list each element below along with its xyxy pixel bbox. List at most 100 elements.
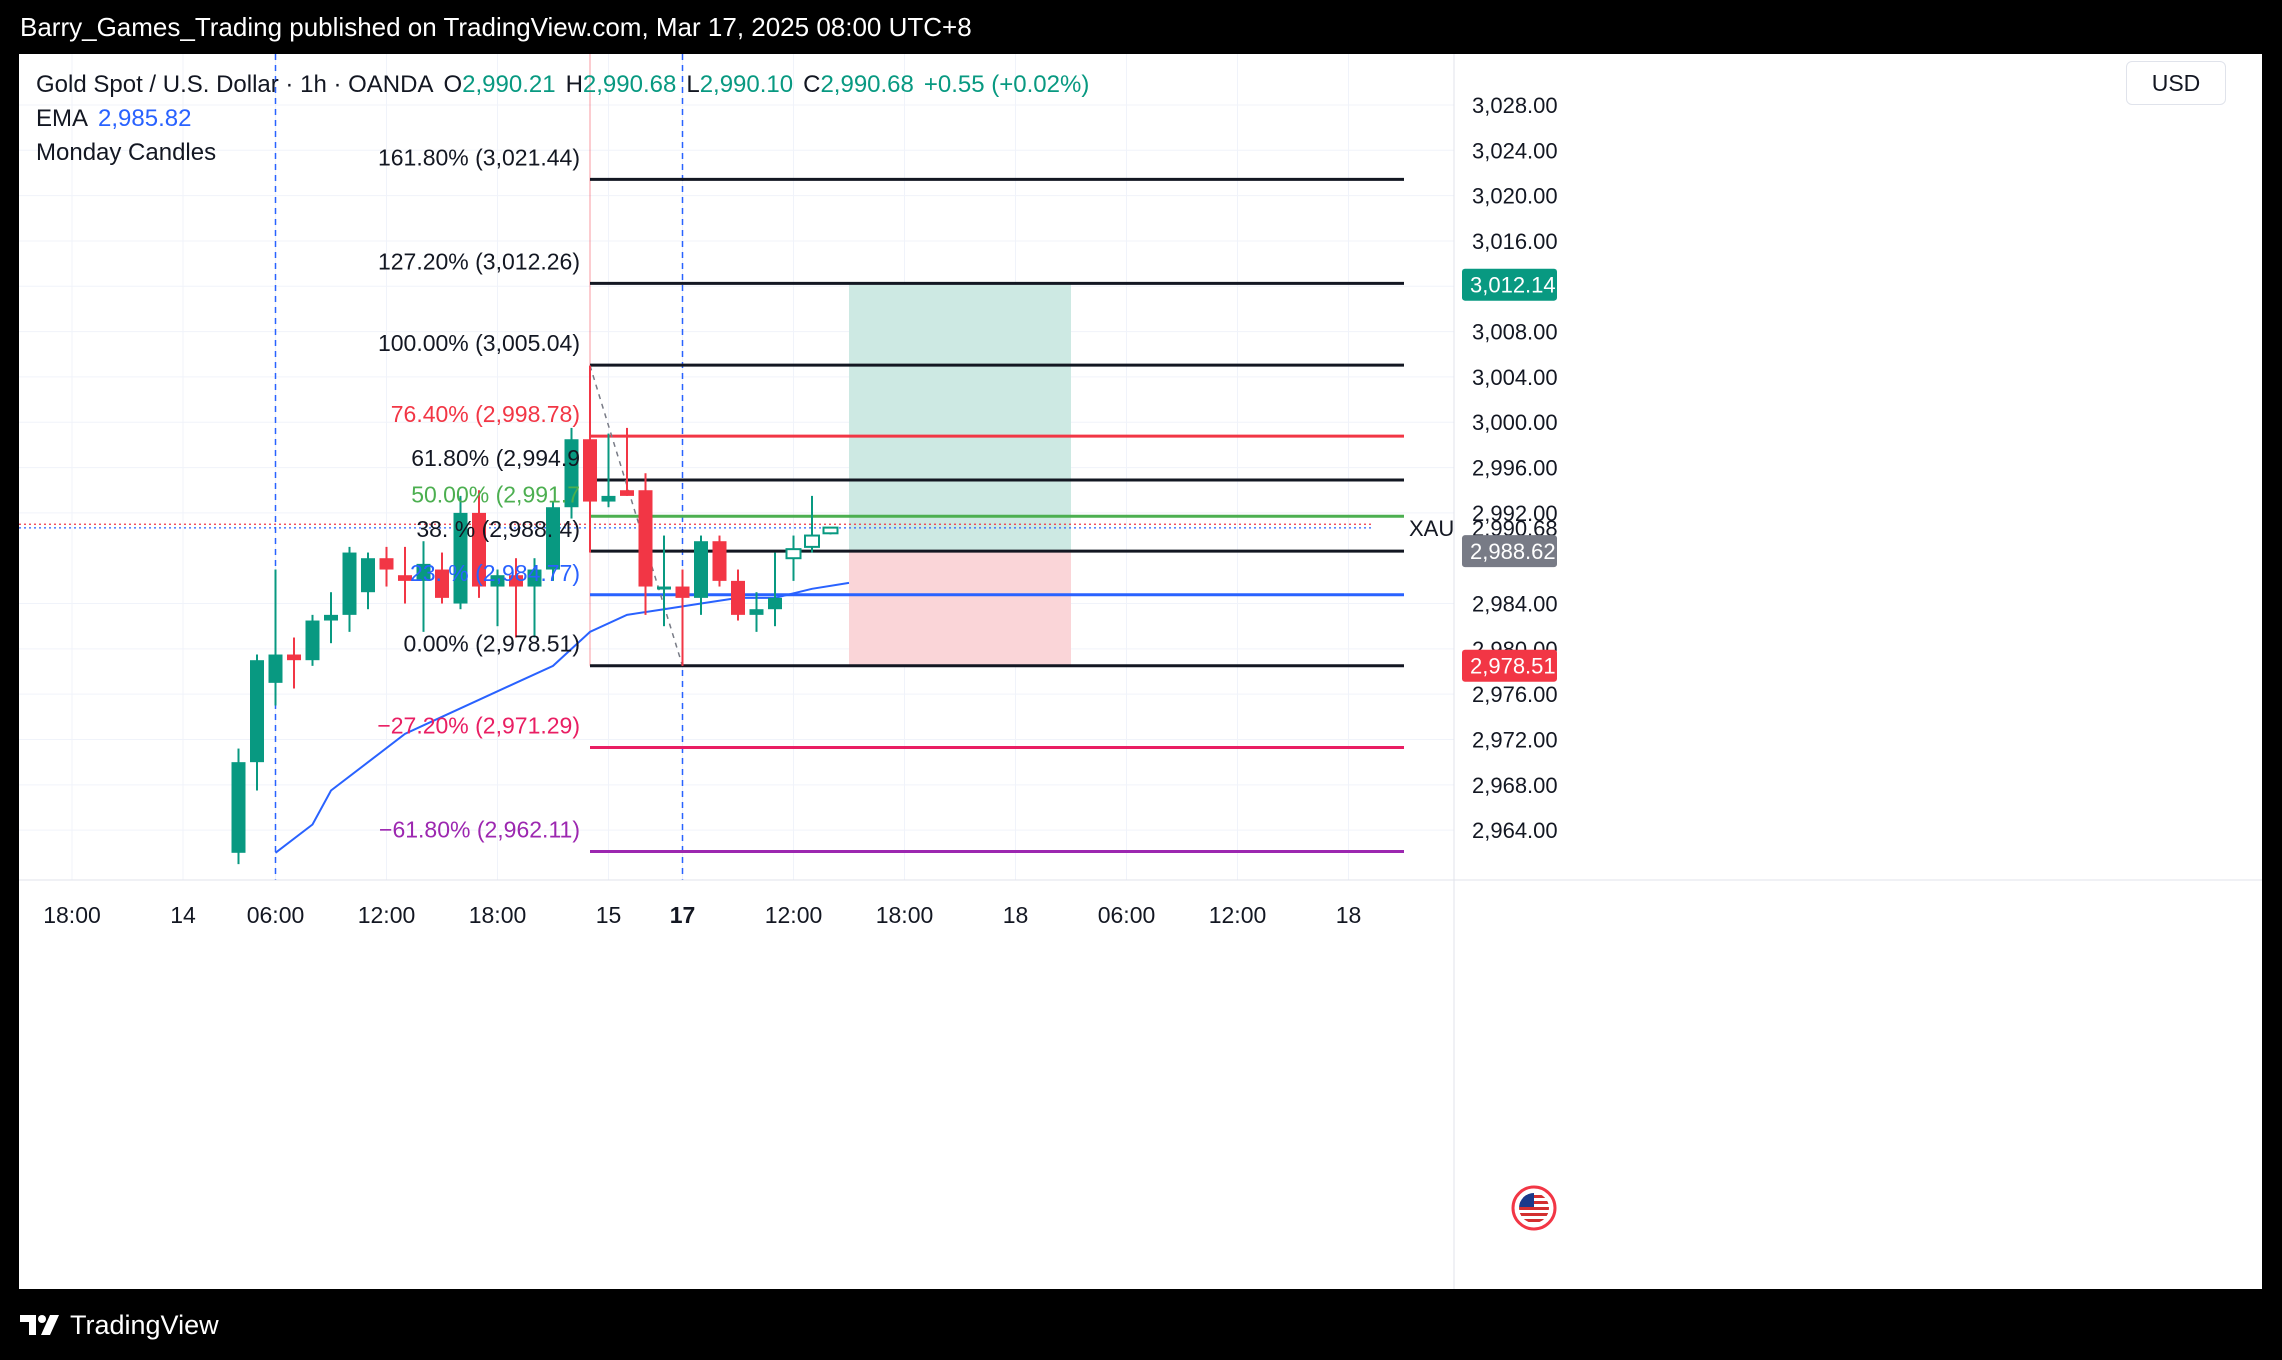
fib-trend-line bbox=[589, 365, 684, 667]
price-axis-tick: 3,016.00 bbox=[1472, 229, 1558, 254]
publish-header: Barry_Games_Trading published on Trading… bbox=[0, 0, 2282, 54]
candle bbox=[305, 614, 320, 666]
fib-level-label: 127.20% (3,012.26) bbox=[378, 248, 580, 274]
candle bbox=[822, 526, 839, 535]
price-axis-tick: 3,020.00 bbox=[1472, 184, 1558, 209]
low-label: L bbox=[686, 71, 700, 98]
us-flag-event-icon[interactable] bbox=[1511, 1185, 1557, 1231]
candle-body bbox=[324, 614, 338, 621]
price-tag-bg bbox=[1462, 535, 1557, 568]
candle bbox=[620, 427, 634, 496]
candle-body bbox=[453, 512, 468, 604]
candle bbox=[527, 558, 542, 638]
time-axis-tick: 14 bbox=[170, 902, 196, 928]
candle bbox=[731, 569, 745, 621]
price-axis-tick: 2,992.00 bbox=[1472, 501, 1558, 526]
candle bbox=[287, 637, 301, 689]
tradingview-logo[interactable]: TradingView bbox=[20, 1307, 219, 1343]
publish-info: Barry_Games_Trading published on Trading… bbox=[20, 12, 972, 42]
price-tag-bg bbox=[1462, 268, 1557, 301]
candle bbox=[749, 592, 764, 632]
candle-body bbox=[804, 534, 820, 548]
candle-body bbox=[822, 526, 839, 535]
fib-level-label: 61.80% (2,994.9 bbox=[411, 445, 580, 471]
price-tag: 3,012.14 bbox=[1462, 268, 1557, 301]
candle bbox=[657, 535, 671, 627]
fib-level-label: 0.00% (2,978.51) bbox=[404, 631, 580, 657]
time-axis-tick: 15 bbox=[596, 902, 622, 928]
time-axis-tick: 12:00 bbox=[358, 902, 416, 928]
price-axis-tick: 2,968.00 bbox=[1472, 773, 1558, 798]
candle-body bbox=[268, 654, 283, 683]
ema-value: 2,985.82 bbox=[98, 105, 192, 132]
time-axis-tick: 18 bbox=[1003, 902, 1029, 928]
candle bbox=[453, 495, 468, 610]
fib-level-label: −61.80% (2,962.11) bbox=[379, 817, 580, 843]
candle bbox=[712, 535, 727, 587]
candle-body bbox=[435, 569, 449, 598]
candle-body bbox=[583, 439, 597, 502]
candle-body bbox=[398, 575, 412, 581]
candle-body bbox=[546, 507, 560, 570]
candle bbox=[379, 546, 394, 587]
candle bbox=[231, 748, 246, 865]
candle bbox=[804, 495, 820, 553]
price-axis-tick: 3,004.00 bbox=[1472, 365, 1558, 390]
candle-body bbox=[638, 490, 653, 587]
price-axis-tick: 3,000.00 bbox=[1472, 410, 1558, 435]
candle-body bbox=[287, 654, 301, 661]
price-tag: 2,978.51 bbox=[1462, 649, 1557, 682]
symbol-price-label: XAUUSD bbox=[1409, 516, 1501, 541]
low-value: 2,990.10 bbox=[699, 71, 794, 98]
monday-candles-label[interactable]: Monday Candles bbox=[36, 139, 217, 166]
price-tag-text: 2,978.51 bbox=[1470, 654, 1556, 679]
price-tag: 2,988.62 bbox=[1462, 535, 1557, 568]
time-axis-tick: 18:00 bbox=[876, 902, 934, 928]
time-axis-tick: 06:00 bbox=[247, 902, 305, 928]
chart-panel[interactable]: 200.00% (3,034.33)161.80% (3,021.44)127.… bbox=[19, 54, 2262, 1289]
candle bbox=[768, 552, 782, 627]
candle-body bbox=[694, 541, 708, 598]
time-axis-tick: 18:00 bbox=[469, 902, 527, 928]
time-axis-tick: 06:00 bbox=[1098, 902, 1156, 928]
time-axis-tick: 18 bbox=[1336, 902, 1362, 928]
candle bbox=[490, 569, 505, 627]
candle-body bbox=[250, 660, 264, 763]
open-label: O bbox=[443, 71, 463, 98]
price-axis-tick: 2,972.00 bbox=[1472, 728, 1558, 753]
tradingview-brand: TradingView bbox=[70, 1309, 219, 1340]
candle-body bbox=[490, 575, 505, 587]
high-value: 2,990.68 bbox=[582, 71, 677, 98]
ema-label[interactable]: EMA bbox=[36, 105, 89, 132]
chart-canvas[interactable]: 200.00% (3,034.33)161.80% (3,021.44)127.… bbox=[19, 54, 2262, 1289]
candle bbox=[268, 569, 283, 706]
target-zone bbox=[849, 284, 1071, 552]
candle bbox=[361, 552, 375, 610]
currency-button[interactable]: USD bbox=[2126, 61, 2226, 105]
candle-body bbox=[675, 586, 690, 598]
time-axis-tick: 12:00 bbox=[1209, 902, 1267, 928]
candle-body bbox=[785, 548, 802, 560]
candle bbox=[472, 490, 486, 598]
price-change: +0.55 (+0.02%) bbox=[923, 71, 1090, 98]
candle-body bbox=[712, 541, 727, 581]
stop-zone bbox=[849, 551, 1071, 666]
legend-symbol-row: Gold Spot / U.S. Dollar · 1h · OANDA O 2,… bbox=[36, 68, 1089, 102]
candle bbox=[675, 569, 690, 666]
candle-body bbox=[768, 597, 782, 610]
price-axis-tick: 2,964.00 bbox=[1472, 818, 1558, 843]
candle-body bbox=[749, 609, 764, 615]
candle-body bbox=[305, 620, 320, 661]
price-axis-tick: 2,996.00 bbox=[1472, 456, 1558, 481]
chart-legend: Gold Spot / U.S. Dollar · 1h · OANDA O 2,… bbox=[36, 68, 1089, 170]
candle bbox=[583, 365, 597, 553]
candle bbox=[564, 427, 579, 519]
fib-level-label: 50.00% (2,991.7 bbox=[411, 481, 580, 507]
fib-level-label: 23. % (2,984.77) bbox=[410, 560, 580, 586]
symbol-name[interactable]: Gold Spot / U.S. Dollar · 1h · OANDA bbox=[36, 71, 434, 98]
tradingview-logo-icon bbox=[20, 1315, 59, 1335]
candle-body bbox=[509, 575, 523, 587]
plot-area: 200.00% (3,034.33)161.80% (3,021.44)127.… bbox=[19, 54, 1501, 880]
candle-body bbox=[416, 563, 431, 581]
fib-level-label: 38. % (2,988. 4) bbox=[416, 516, 580, 542]
